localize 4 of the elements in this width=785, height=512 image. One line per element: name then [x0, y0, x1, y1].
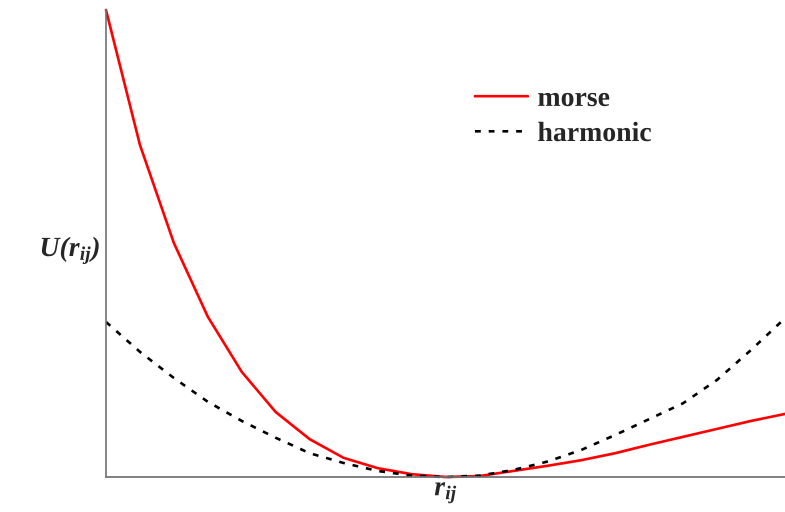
legend-label: morse [538, 92, 610, 106]
y-axis-title: U(r$_{ij}$) [42, 236, 99, 264]
x-axis-title: r$_{ij}$ [434, 482, 456, 504]
legend-label: harmonic [538, 122, 651, 142]
